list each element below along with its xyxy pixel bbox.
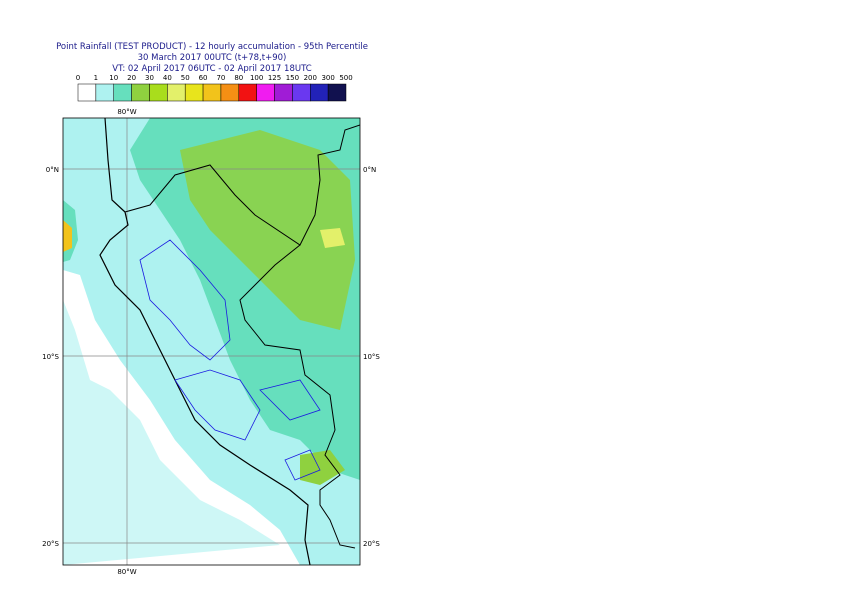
- colorbar-box: [238, 83, 257, 102]
- colorbar-box: [202, 83, 222, 102]
- colorbar-label: 150: [286, 74, 299, 82]
- lat-label: 10°S: [42, 353, 59, 361]
- colorbar-box: [220, 83, 240, 102]
- colorbar-label: 300: [321, 74, 334, 82]
- lat-label: 10°S: [363, 353, 380, 361]
- title-line: Point Rainfall (TEST PRODUCT) - 12 hourl…: [56, 42, 368, 52]
- colorbar-label: 80: [234, 74, 243, 82]
- heavy-area: [180, 130, 355, 330]
- colorbar-label: 50: [181, 74, 190, 82]
- title-line: VT: 02 April 2017 06UTC - 02 April 2017 …: [112, 64, 311, 74]
- colorbar-box: [327, 83, 347, 102]
- colorbar-label: 1: [94, 74, 98, 82]
- lat-label: 0°N: [363, 166, 376, 174]
- heavy-area: [300, 450, 345, 485]
- peak-area: [320, 228, 345, 248]
- colorbar-label: 0: [76, 74, 80, 82]
- lon-label: 80°W: [117, 568, 136, 576]
- colorbar-label: 200: [304, 74, 317, 82]
- colorbar-label: 500: [339, 74, 352, 82]
- colorbar-label: 125: [268, 74, 281, 82]
- light-area: [63, 300, 280, 565]
- lat-label: 20°S: [363, 540, 380, 548]
- colorbar-box: [274, 83, 293, 102]
- map-frame: [62, 117, 361, 566]
- lat-label: 20°S: [42, 540, 59, 548]
- colorbar-box: [95, 83, 114, 102]
- colorbar-box: [149, 83, 168, 102]
- lon-label: 80°W: [117, 108, 136, 116]
- colorbar-box: [77, 83, 97, 102]
- colorbar-box: [310, 83, 329, 102]
- coastline: [99, 118, 311, 565]
- colorbar-label: 10: [109, 74, 118, 82]
- map: [63, 118, 360, 565]
- peak-area: [63, 220, 72, 252]
- colorbar-label: 20: [127, 74, 136, 82]
- colorbar-label: 30: [145, 74, 154, 82]
- colorbar-label: 40: [163, 74, 172, 82]
- colorbar-box: [131, 83, 150, 102]
- title-line: 30 March 2017 00UTC (t+78,t+90): [138, 53, 287, 63]
- region-border: [139, 239, 321, 481]
- colorbar-box: [113, 83, 132, 102]
- colorbar-box: [167, 83, 186, 102]
- colorbar-label: 70: [216, 74, 225, 82]
- colorbar-box: [184, 83, 204, 102]
- border: [239, 244, 356, 549]
- colorbar: 0 1 10 20 30 40 50 60 70 80 100 125 150 200 300 500: [76, 74, 353, 102]
- lat-label: 0°N: [46, 166, 59, 174]
- colorbar-box: [256, 83, 275, 102]
- colorbar-label: 100: [250, 74, 263, 82]
- colorbar-label: 60: [199, 74, 208, 82]
- colorbar-box: [292, 83, 311, 102]
